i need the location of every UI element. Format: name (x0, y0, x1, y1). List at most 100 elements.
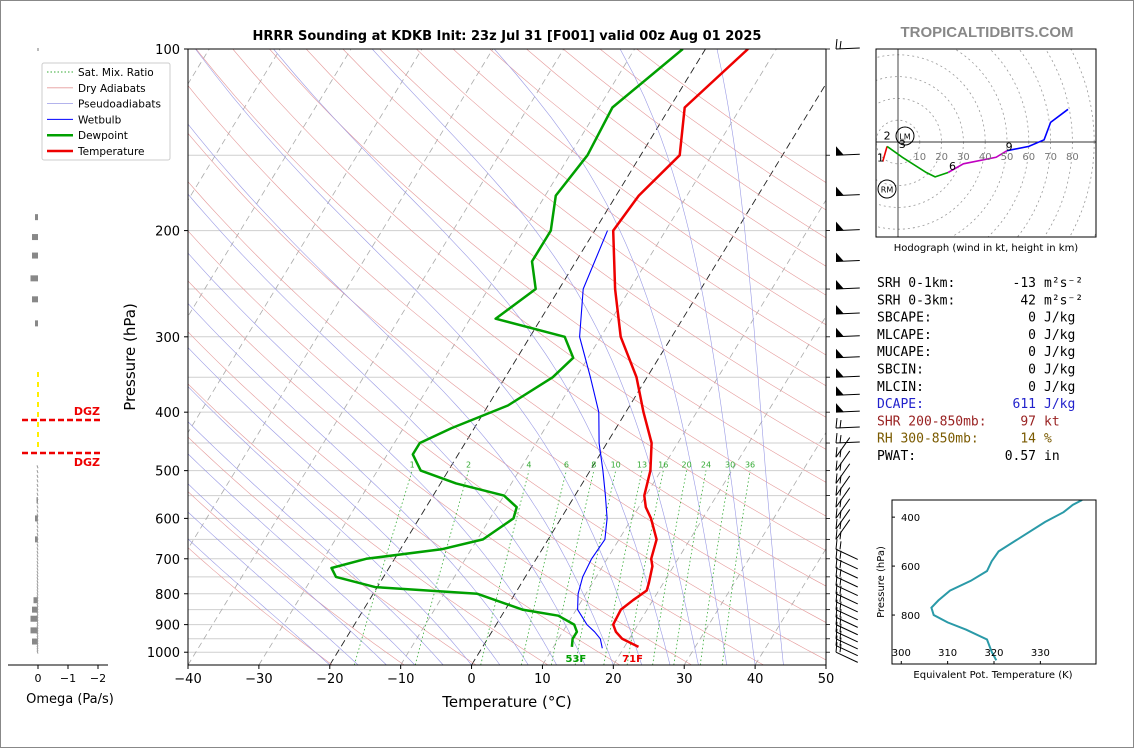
index-unit: J/kg (1044, 311, 1075, 326)
omega-trace (36, 469, 39, 474)
isotherm-line (754, 548, 826, 665)
omega-bar (32, 296, 38, 303)
theta-e-x-tick-label: 320 (984, 648, 1003, 659)
barb-flag (835, 583, 838, 594)
omega-trace (36, 586, 39, 590)
mixing-ratio-label: 10 (611, 461, 621, 470)
barb-flag (839, 499, 842, 508)
omega-trace (36, 570, 39, 575)
barb-flag (839, 601, 842, 610)
theta-e-y-tick-label: 800 (901, 611, 920, 622)
index-unit: J/kg (1044, 397, 1075, 412)
hodograph-ring-label: 70 (1044, 152, 1057, 163)
isotherm-line (188, 49, 494, 550)
omega-trace (36, 620, 39, 624)
omega-trace (36, 557, 39, 561)
barb-flag (839, 630, 842, 639)
mixing-ratio-line (550, 470, 595, 665)
index-label: SHR 200-850mb: (877, 414, 987, 429)
barb-pennant (836, 146, 844, 156)
hodograph-ring-label: 40 (979, 152, 992, 163)
omega-bar (35, 214, 38, 221)
index-label: RH 300-850mb: (877, 432, 979, 447)
index-label: PWAT: (877, 449, 916, 464)
omega-trace (36, 609, 39, 613)
omega-trace (36, 589, 39, 593)
theta-e-ylabel: Pressure (hPa) (876, 546, 887, 618)
rm-marker (877, 179, 897, 199)
barb-pennant (836, 386, 844, 396)
hodograph-ring-label: 20 (935, 152, 948, 163)
barb-flag (839, 568, 842, 577)
barb-flag (835, 38, 838, 50)
index-value: -13 (1013, 276, 1036, 291)
barb-flag (839, 644, 842, 653)
barb-flag (835, 519, 838, 530)
legend-label: Wetbulb (78, 114, 122, 126)
dry-adiabat (188, 132, 826, 623)
dry-adiabat (188, 547, 333, 665)
index-label: MLCIN: (877, 380, 924, 395)
theta-e-x-tick-label: 330 (1031, 648, 1050, 659)
barb-flag (839, 577, 842, 586)
mixing-ratio-label: 36 (745, 461, 755, 470)
omega-trace (36, 603, 39, 608)
omega-trace (36, 554, 39, 558)
omega-trace (36, 483, 39, 488)
omega-trace (36, 536, 39, 540)
index-value: 0.57 (1005, 449, 1036, 464)
omega-trace (36, 505, 39, 509)
barb-flag (839, 623, 842, 632)
isotherm-line (258, 49, 635, 665)
dry-adiabat (232, 49, 826, 517)
mixing-ratio-label: 13 (637, 461, 647, 470)
hodograph-trace (886, 145, 949, 178)
index-unit: in (1044, 449, 1060, 464)
omega-trace (36, 645, 39, 650)
hodograph-ring-label: 30 (957, 152, 970, 163)
dry-adiabat (379, 49, 826, 387)
barb-staff (835, 651, 858, 663)
omega-trace (36, 560, 39, 565)
surface-dewpoint-label: 53F (566, 654, 587, 665)
isotherm-line (542, 199, 826, 665)
dgz-top-label: DGZ (74, 405, 100, 418)
indices-panel: SRH 0-1km: -13 m²s⁻² SRH 0-3km: 42 m²s⁻² SBCAP… (877, 276, 1083, 464)
dgz-bottom-label: DGZ (74, 456, 100, 469)
omega-trace (36, 496, 39, 501)
omega-trace (36, 501, 39, 505)
barb-flag (839, 40, 842, 50)
barb-staff (835, 624, 858, 636)
omega-trace (36, 643, 39, 647)
omega-trace (36, 577, 39, 581)
dewpoint-line (330, 49, 684, 648)
dry-adiabat (416, 49, 826, 356)
barb-staff (835, 601, 858, 613)
omega-bar (32, 638, 38, 645)
omega-trace (36, 592, 39, 596)
theta-e-y-tick-label: 400 (901, 513, 920, 524)
index-value: 0 (1028, 345, 1036, 360)
omega-trace (36, 583, 39, 587)
x-tick-label: −10 (387, 672, 414, 687)
dry-adiabat (188, 280, 692, 665)
barb-staff (835, 616, 858, 628)
barb-flag (839, 559, 842, 569)
mixing-ratio-line (721, 470, 751, 665)
dry-adiabat (305, 49, 826, 450)
mixing-ratio-label: 1 (410, 461, 415, 470)
index-unit: J/kg (1044, 380, 1075, 395)
omega-axis-label: Omega (Pa/s) (26, 692, 114, 707)
omega-bar (30, 275, 38, 282)
theta-e-y-tick-label: 600 (901, 562, 920, 573)
barb-pennant (836, 252, 844, 262)
omega-trace (36, 628, 39, 632)
index-value: 0 (1028, 328, 1036, 343)
omega-panel: DGZ DGZ 0 −1 −2 Omega (Pa/s) (8, 48, 114, 707)
barb-flag (839, 585, 842, 594)
x-axis-label: Temperature (°C) (441, 693, 571, 711)
dry-adiabat (188, 85, 826, 587)
omega-trace (36, 492, 39, 496)
isotherm-line (188, 49, 281, 201)
pseudoadiabat (188, 386, 472, 665)
